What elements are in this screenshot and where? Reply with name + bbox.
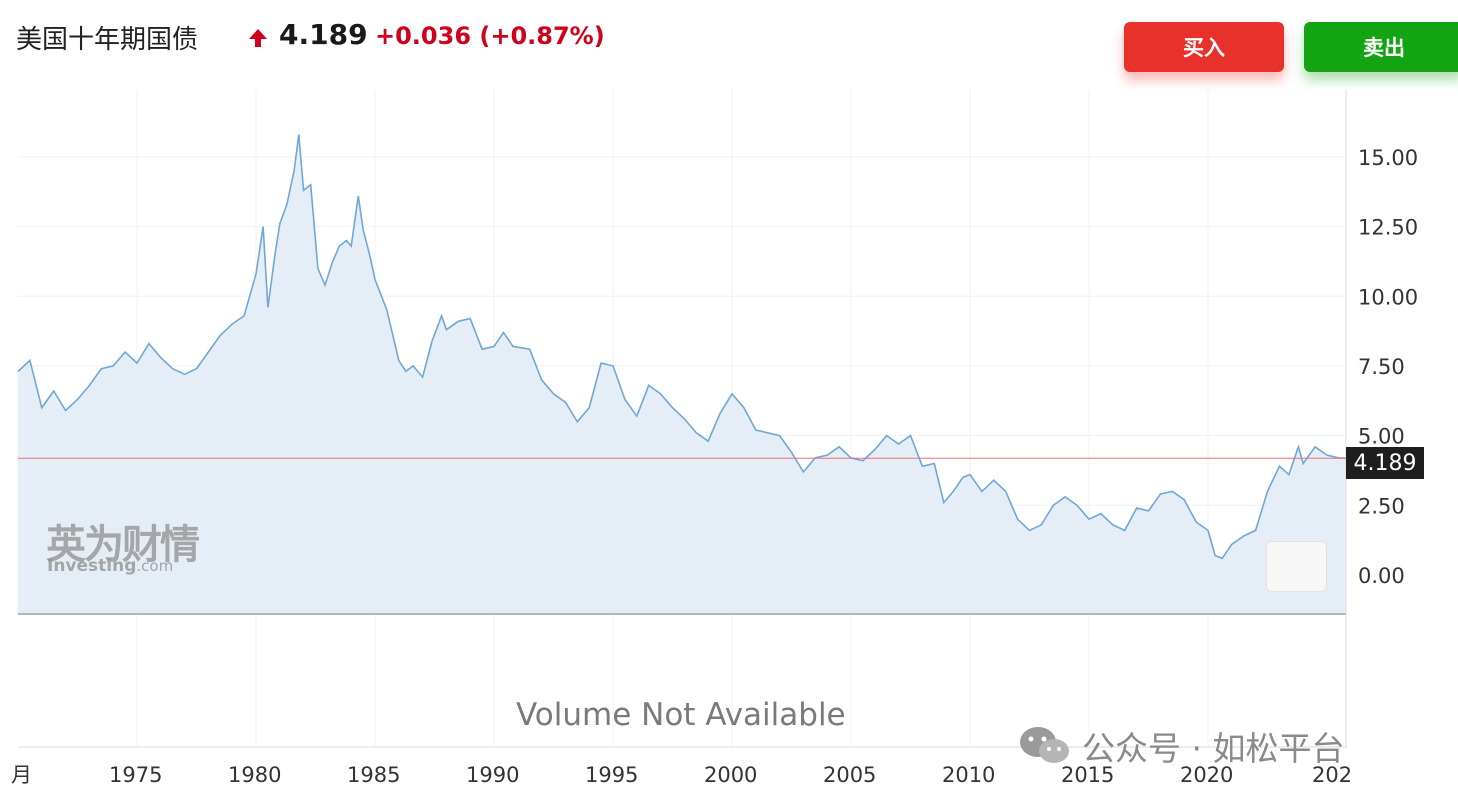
x-tick-label: 2000: [704, 763, 757, 787]
buy-button[interactable]: 买入: [1124, 22, 1284, 72]
watermark-en-suffix: .com: [136, 557, 174, 575]
y-tick-label: 10.00: [1358, 285, 1418, 309]
x-tick-label: 1980: [228, 763, 281, 787]
y-tick-label: 2.50: [1358, 494, 1405, 518]
y-tick-label: 12.50: [1358, 216, 1418, 240]
x-tick-label: 2020: [1180, 763, 1233, 787]
last-price: 4.189: [279, 18, 368, 51]
watermark-cn: 英为财情: [46, 522, 200, 568]
x-tick-label: 2010: [942, 763, 995, 787]
sell-button[interactable]: 卖出: [1304, 22, 1458, 72]
x-tick-label: 月: [11, 763, 32, 787]
chart-settings-widget[interactable]: [1266, 541, 1327, 592]
last-price-label: 4.189: [1346, 447, 1424, 479]
instrument-title: 美国十年期国债: [16, 25, 199, 55]
x-tick-label: 2015: [1061, 763, 1114, 787]
x-tick-label: 2005: [823, 763, 876, 787]
y-tick-label: 0.00: [1358, 564, 1405, 588]
y-tick-label: 7.50: [1358, 355, 1405, 379]
instrument-header: 美国十年期国债 4.189 +0.036 (+0.87%) 买入 卖出: [0, 0, 1458, 80]
x-tick-label: 1985: [347, 763, 400, 787]
yield-line: [17, 134, 1347, 560]
watermark-en-main: Investing: [47, 556, 137, 576]
x-axis: 月 1975 1980 1985 1990 1995 2000 2005 2010 2015 202…: [11, 763, 1352, 787]
price-change: +0.036 (+0.87%): [375, 22, 605, 50]
x-tick-label: 1990: [466, 763, 519, 787]
y-tick-label: 5.00: [1358, 425, 1405, 449]
up-arrow-icon: [249, 29, 267, 47]
watermark-en: Investing.com: [47, 556, 173, 576]
x-tick-label: 1995: [585, 763, 638, 787]
wechat-icon: [1016, 724, 1072, 768]
yield-area: [18, 134, 1346, 614]
y-axis: 15.00 12.50 10.00 7.50 5.00 2.50 0.00: [1358, 146, 1418, 588]
y-tick-label: 15.00: [1358, 146, 1418, 170]
x-tick-label: 1975: [109, 763, 162, 787]
public-account-watermark: 公众号 · 如松平台: [1016, 722, 1344, 770]
x-tick-label: 202: [1312, 763, 1352, 787]
volume-not-available-text: Volume Not Available: [516, 697, 846, 733]
public-account-text: 公众号 · 如松平台: [1082, 729, 1345, 768]
